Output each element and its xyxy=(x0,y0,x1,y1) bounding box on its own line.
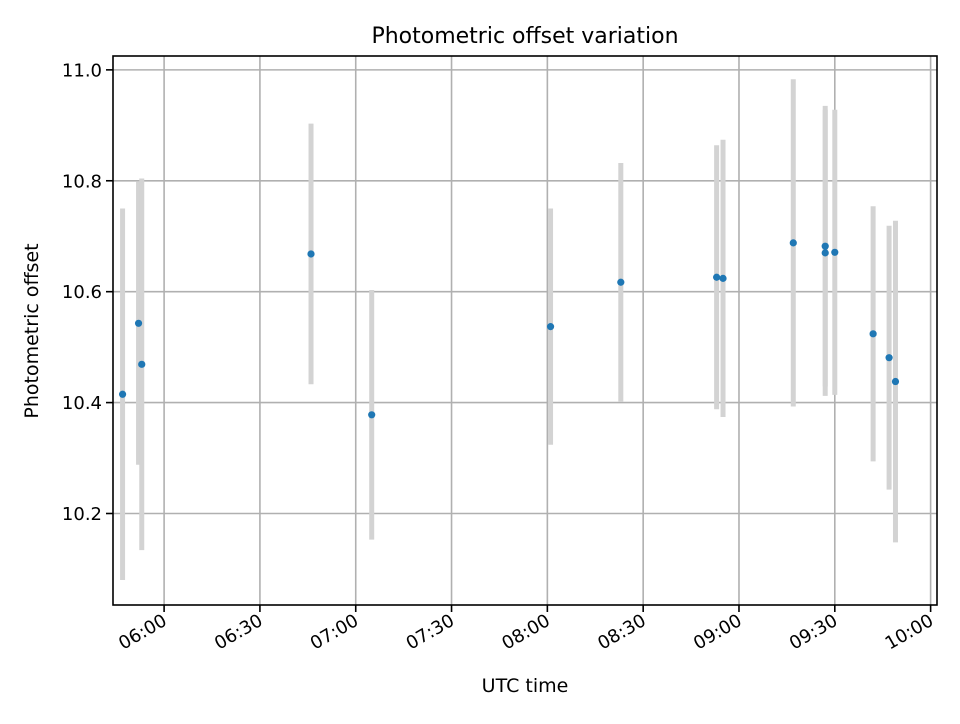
x-tick-label: 09:30 xyxy=(786,610,841,654)
y-tick-label: 10.8 xyxy=(62,171,102,192)
data-point xyxy=(118,390,127,398)
data-point xyxy=(617,278,625,286)
grid xyxy=(113,56,937,605)
data-point xyxy=(719,274,727,282)
y-tick-label: 10.6 xyxy=(62,282,102,303)
x-tick-label: 10:00 xyxy=(882,610,937,654)
data-point xyxy=(831,248,839,256)
y-tick-label: 10.4 xyxy=(62,393,102,414)
x-tick-label: 08:00 xyxy=(498,610,553,654)
data-point xyxy=(546,323,555,331)
data-point xyxy=(789,239,797,247)
axes: 06:00 06:30 07:00 07:30 08:00 08:30 09:00 09:30… xyxy=(62,55,938,654)
data-point xyxy=(869,330,877,338)
data-point xyxy=(138,360,146,368)
data-point xyxy=(307,250,315,258)
data-point xyxy=(368,411,376,419)
plot-frame xyxy=(112,55,938,606)
x-tick-label: 07:30 xyxy=(403,610,458,654)
data-point xyxy=(885,354,893,362)
data-point xyxy=(891,377,900,386)
x-tick-label: 06:30 xyxy=(211,610,266,654)
y-tick-label: 10.2 xyxy=(62,504,102,525)
x-tick-label: 07:00 xyxy=(307,610,362,654)
data-point xyxy=(821,249,829,257)
x-tick-label: 09:00 xyxy=(690,610,745,654)
chart-title: Photometric offset variation xyxy=(371,24,678,49)
data-point xyxy=(821,242,829,250)
x-axis-label: UTC time xyxy=(482,675,569,697)
data-point xyxy=(134,319,143,327)
error-bars xyxy=(120,79,898,581)
data-points xyxy=(118,239,900,419)
y-axis-label: Photometric offset xyxy=(21,243,43,418)
data-point xyxy=(713,273,721,281)
x-tick-label: 08:30 xyxy=(594,610,649,654)
x-tick-label: 06:00 xyxy=(115,610,170,654)
y-tick-label: 11.0 xyxy=(62,60,102,81)
